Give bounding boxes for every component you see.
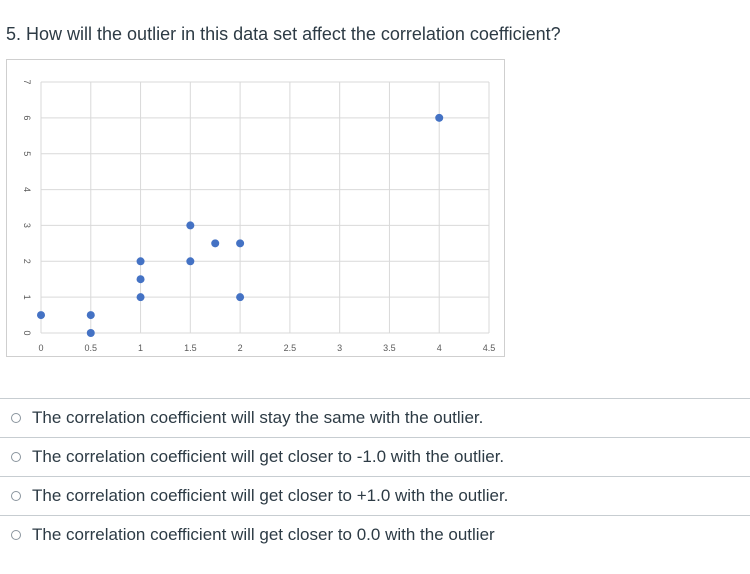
answer-option-1[interactable]: The correlation coefficient will stay th… [0, 398, 750, 437]
y-tick-label: 0 [22, 330, 32, 335]
data-point [186, 221, 195, 230]
data-point [236, 293, 245, 302]
data-point [136, 275, 145, 284]
scatter-chart: 0 0.5 1 1.5 2 2.5 3 3.5 4 4.5 0 1 2 3 4 5 6 7 [6, 59, 505, 357]
data-point [186, 257, 195, 266]
y-tick-label: 4 [22, 187, 32, 192]
x-tick-label: 4.5 [483, 343, 496, 353]
y-tick-label: 7 [22, 79, 32, 84]
answer-label: The correlation coefficient will get clo… [32, 447, 505, 466]
data-point [86, 329, 95, 337]
answer-option-4[interactable]: The correlation coefficient will get clo… [0, 515, 750, 554]
y-tick-label: 1 [22, 295, 32, 300]
answer-label: The correlation coefficient will stay th… [32, 408, 484, 427]
y-tick-label: 5 [22, 151, 32, 156]
x-tick-label: 2 [238, 343, 243, 353]
y-tick-label: 2 [22, 259, 32, 264]
data-point [211, 239, 220, 248]
data-point [435, 113, 444, 122]
answer-option-3[interactable]: The correlation coefficient will get clo… [0, 476, 750, 515]
answer-label: The correlation coefficient will get clo… [32, 486, 509, 505]
x-tick-label: 2.5 [284, 343, 297, 353]
data-point [236, 239, 245, 248]
x-tick-label: 0.5 [85, 343, 98, 353]
y-tick-label: 3 [22, 223, 32, 228]
radio-button[interactable] [11, 491, 21, 501]
radio-button[interactable] [11, 413, 21, 423]
scatter-plot-svg: 0 0.5 1 1.5 2 2.5 3 3.5 4 4.5 0 1 2 3 4 5 6 7 [22, 79, 496, 353]
x-tick-label: 3.5 [383, 343, 396, 353]
radio-button[interactable] [11, 452, 21, 462]
y-tick-label: 6 [22, 115, 32, 120]
data-point [136, 257, 145, 266]
data-point [37, 311, 45, 320]
x-tick-label: 1 [138, 343, 143, 353]
data-point [86, 311, 95, 320]
x-tick-label: 1.5 [184, 343, 197, 353]
answer-label: The correlation coefficient will get clo… [32, 525, 495, 544]
radio-button[interactable] [11, 530, 21, 540]
x-tick-label: 4 [437, 343, 442, 353]
answer-option-2[interactable]: The correlation coefficient will get clo… [0, 437, 750, 476]
x-tick-label: 0 [38, 343, 43, 353]
x-tick-label: 3 [337, 343, 342, 353]
question-text: 5. How will the outlier in this data set… [6, 24, 561, 44]
answer-options: The correlation coefficient will stay th… [0, 398, 750, 554]
data-point [136, 293, 145, 302]
